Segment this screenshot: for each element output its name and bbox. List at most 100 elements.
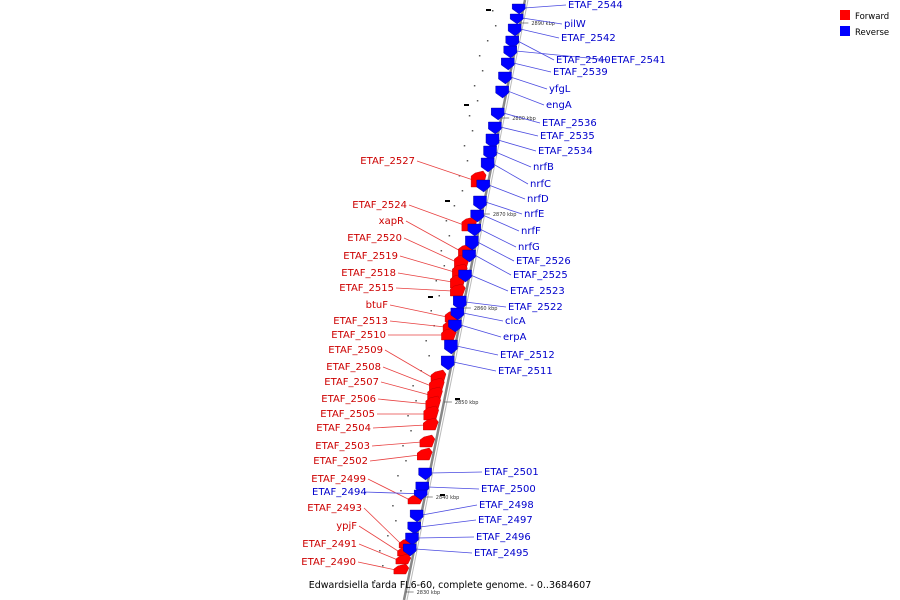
backbone-dot — [379, 550, 381, 552]
reverse-gene-label: pilW — [564, 19, 586, 30]
backbone-dot — [471, 130, 474, 132]
reverse-gene-label: ETAF_2541 — [611, 55, 666, 66]
reverse-gene-label: ETAF_2522 — [508, 302, 563, 313]
reverse-gene-label: ETAF_2501 — [484, 467, 539, 478]
forward-leader-line — [403, 237, 457, 263]
reverse-gene-label: nrfB — [533, 162, 554, 173]
reverse-gene-feature — [444, 339, 458, 355]
backbone-dot — [412, 385, 414, 387]
reverse-leader-line — [522, 17, 563, 25]
reverse-gene-label: nrfF — [521, 226, 541, 237]
reverse-gene-label: ETAF_2497 — [478, 515, 533, 526]
reverse-gene-label: nrfC — [530, 179, 551, 190]
backbone-dash — [455, 398, 460, 400]
reverse-gene-label: ETAF_2536 — [542, 118, 597, 129]
reverse-gene-feature — [480, 157, 495, 173]
reverse-leader-line — [520, 28, 560, 39]
backbone-dot — [453, 205, 456, 207]
reverse-gene-feature — [511, 3, 526, 15]
reverse-gene-feature — [507, 23, 522, 37]
reverse-leader-line — [430, 471, 483, 474]
reverse-gene-feature — [473, 195, 487, 211]
backbone-dot — [428, 355, 430, 357]
backbone-dot — [443, 265, 446, 267]
reverse-gene-label: nrfD — [527, 194, 549, 205]
forward-gene-label: ypjF — [336, 521, 357, 532]
backbone-dot — [461, 190, 464, 192]
forward-leader-line — [408, 204, 464, 226]
forward-leader-line — [389, 304, 448, 318]
backbone-dot — [494, 25, 497, 27]
reverse-leader-line — [500, 126, 539, 137]
legend-forward-label: Forward — [855, 12, 889, 22]
reverse-gene-label: ETAF_2512 — [500, 350, 555, 361]
forward-gene-label: ETAF_2509 — [328, 345, 383, 356]
reverse-gene-feature — [485, 133, 500, 149]
reverse-gene-feature — [505, 35, 519, 49]
forward-gene-label: ETAF_2518 — [341, 268, 396, 279]
reverse-gene-feature — [495, 85, 509, 99]
reverse-gene-label: ETAF_2534 — [538, 146, 593, 157]
reverse-gene-label: ETAF_2500 — [481, 484, 536, 495]
backbone-dash — [464, 104, 469, 106]
forward-gene-feature — [393, 563, 410, 575]
backbone-dot — [407, 415, 409, 417]
forward-gene-label: ETAF_2508 — [326, 362, 381, 373]
scale-tick-label: 2850 kbp — [455, 400, 479, 406]
reverse-gene-label: ETAF_2523 — [510, 286, 565, 297]
reverse-leader-line — [479, 228, 517, 248]
reverse-leader-line — [462, 312, 504, 322]
scale-tick-label: 2860 kbp — [474, 306, 498, 312]
reverse-gene-feature — [491, 107, 505, 121]
reverse-gene-feature — [501, 57, 515, 71]
forward-gene-label: ETAF_2491 — [302, 539, 357, 550]
reverse-leader-line — [474, 254, 512, 276]
forward-leader-line — [369, 454, 420, 462]
forward-leader-line — [371, 441, 422, 447]
forward-gene-label: ETAF_2493 — [307, 503, 362, 514]
backbone-dot — [466, 160, 469, 162]
forward-gene-label: ETAF_2505 — [320, 409, 375, 420]
reverse-leader-line — [507, 90, 545, 106]
reverse-gene-label: nrfG — [518, 242, 540, 253]
reverse-gene-label: yfgL — [549, 84, 571, 95]
backbone-dot — [481, 70, 484, 72]
backbone-dot — [382, 565, 384, 567]
reverse-leader-line — [497, 139, 537, 152]
backbone-dash — [440, 494, 445, 496]
reverse-leader-line — [422, 504, 478, 516]
backbone-dot — [491, 10, 494, 12]
forward-leader-line — [389, 320, 446, 328]
reverse-gene-feature — [413, 489, 428, 501]
backbone-dot — [486, 40, 489, 42]
reverse-leader-line — [488, 184, 526, 200]
reverse-leader-line — [456, 345, 499, 356]
forward-leader-line — [395, 287, 453, 292]
backbone-dot — [402, 445, 404, 447]
reverse-gene-feature — [470, 209, 484, 223]
reverse-gene-feature — [407, 521, 421, 535]
backbone-dash — [445, 200, 450, 202]
reverse-leader-line — [417, 536, 475, 539]
backbone-dot — [476, 100, 479, 102]
forward-leader-line — [363, 507, 402, 545]
reverse-leader-line — [465, 301, 507, 308]
reverse-gene-label: ETAF_2498 — [479, 500, 534, 511]
reverse-gene-label: ETAF_2494 — [312, 487, 367, 498]
reverse-gene-label: ETAF_2525 — [513, 270, 568, 281]
reverse-gene-feature — [476, 179, 490, 193]
reverse-gene-feature — [450, 307, 465, 321]
reverse-gene-label: ETAF_2496 — [476, 532, 531, 543]
forward-gene-label: ETAF_2527 — [360, 156, 415, 167]
reverse-leader-line — [503, 112, 541, 124]
backbone-dot — [473, 85, 476, 87]
reverse-leader-line — [477, 241, 515, 262]
reverse-gene-label: ETAF_2544 — [568, 0, 623, 11]
reverse-leader-line — [524, 4, 567, 9]
forward-gene-label: ETAF_2504 — [316, 423, 371, 434]
forward-gene-label: ETAF_2513 — [333, 316, 388, 327]
forward-leader-line — [384, 349, 434, 379]
reverse-gene-label: ETAF_2539 — [553, 67, 608, 78]
backbone-dash — [428, 296, 433, 298]
gene-features — [393, 3, 526, 575]
